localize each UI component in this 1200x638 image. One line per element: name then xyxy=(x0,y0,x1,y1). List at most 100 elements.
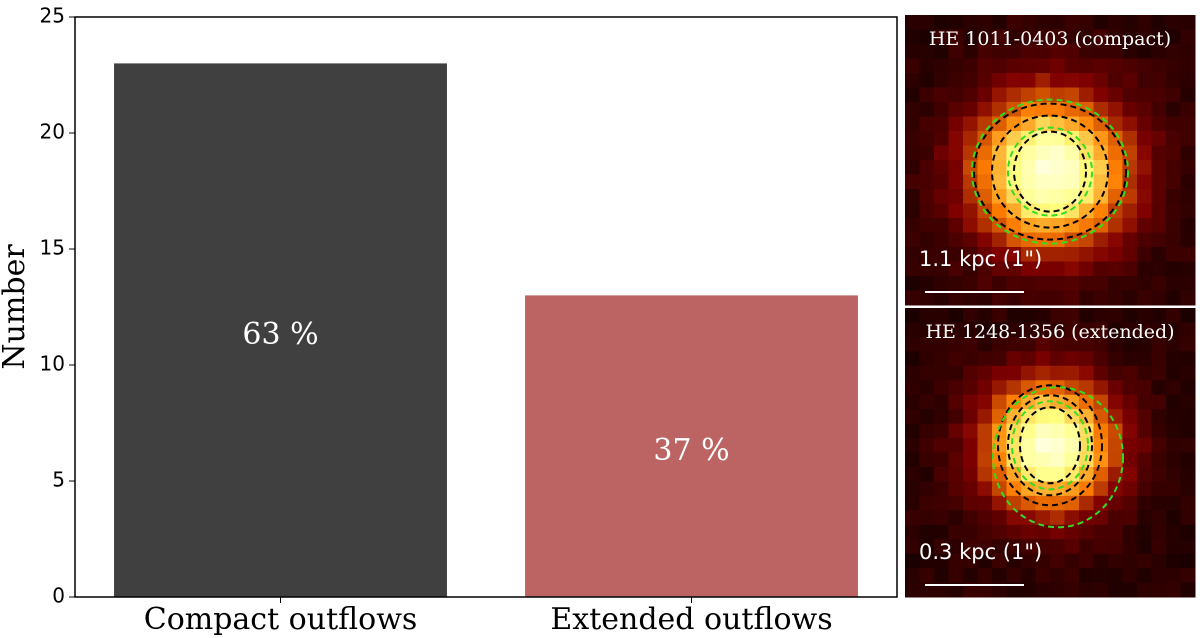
pixel xyxy=(919,290,935,306)
pixel xyxy=(1166,160,1181,175)
contour xyxy=(1007,126,1093,217)
pixel xyxy=(1079,116,1094,132)
pixel xyxy=(1064,73,1080,88)
pixel xyxy=(1079,290,1094,306)
contour xyxy=(1013,130,1087,213)
pixel xyxy=(1166,351,1181,367)
pixel xyxy=(1180,44,1196,59)
pixel xyxy=(1050,218,1065,233)
pixel xyxy=(1166,466,1181,482)
pixel xyxy=(992,87,1007,103)
pixel xyxy=(1151,568,1167,584)
pixel xyxy=(1050,409,1065,425)
pixel xyxy=(977,218,993,233)
pixel xyxy=(1006,116,1022,132)
pixel xyxy=(1093,174,1109,190)
pixel xyxy=(1122,568,1138,584)
pixel xyxy=(1180,203,1196,219)
pixel xyxy=(1035,218,1051,233)
pixel xyxy=(934,466,949,482)
pixel xyxy=(1137,189,1152,204)
pixel xyxy=(1137,394,1152,410)
pixel xyxy=(919,15,935,30)
pixel xyxy=(934,131,949,146)
pixel xyxy=(977,232,993,248)
pixel xyxy=(1079,261,1094,277)
pixel xyxy=(948,145,964,161)
pixel xyxy=(934,232,949,248)
pixel xyxy=(1079,524,1094,540)
pixel xyxy=(963,145,978,161)
pixel xyxy=(1137,365,1152,381)
pixel xyxy=(1035,131,1051,146)
pixel xyxy=(1021,308,1036,323)
pixel xyxy=(948,394,964,410)
pixel xyxy=(1064,452,1080,468)
pixel xyxy=(977,145,993,161)
pixel xyxy=(1035,29,1051,45)
pixel xyxy=(1021,438,1036,453)
pixel xyxy=(1006,29,1022,45)
pixel xyxy=(919,409,935,425)
pixel xyxy=(977,15,993,30)
pixel xyxy=(905,116,920,132)
pixel xyxy=(1151,73,1167,88)
pixel xyxy=(1006,290,1022,306)
pixel xyxy=(919,145,935,161)
pixel xyxy=(948,218,964,233)
pixel xyxy=(1035,466,1051,482)
pixel xyxy=(905,539,920,555)
pixel xyxy=(934,539,949,555)
pixel xyxy=(1122,539,1138,555)
pixel xyxy=(1035,276,1051,291)
pixel xyxy=(1079,58,1094,74)
pixel xyxy=(1151,466,1167,482)
pixel xyxy=(934,203,949,219)
pixel xyxy=(905,174,920,190)
pixel xyxy=(1064,510,1080,526)
pixel xyxy=(1180,466,1196,482)
pixel xyxy=(1151,539,1167,555)
pixel xyxy=(905,553,920,569)
pixel xyxy=(1064,409,1080,425)
pixel xyxy=(977,568,993,584)
pixel xyxy=(934,510,949,526)
pixel xyxy=(1180,380,1196,396)
pixel xyxy=(919,218,935,233)
pixel xyxy=(919,481,935,497)
pixel xyxy=(1006,308,1022,323)
pixel xyxy=(1035,247,1051,262)
pixel xyxy=(1151,394,1167,410)
pixel xyxy=(948,232,964,248)
pixel xyxy=(1137,261,1152,277)
pixel xyxy=(977,44,993,59)
pixel xyxy=(992,351,1007,367)
pixel xyxy=(1166,336,1181,352)
pixel xyxy=(1108,232,1123,248)
pixel xyxy=(977,466,993,482)
pixel xyxy=(1180,553,1196,569)
pixel xyxy=(905,44,920,59)
pixel xyxy=(948,276,964,291)
pixel xyxy=(1035,322,1051,338)
pixel xyxy=(934,308,949,323)
pixel xyxy=(919,189,935,204)
pixel xyxy=(1093,380,1109,396)
pixel xyxy=(1122,308,1138,323)
pixel xyxy=(1122,380,1138,396)
pixel xyxy=(948,351,964,367)
pixel xyxy=(934,73,949,88)
pixel xyxy=(963,261,978,277)
pixel xyxy=(1180,116,1196,132)
pixel xyxy=(1137,495,1152,511)
pixel xyxy=(919,524,935,540)
pixel xyxy=(1108,568,1123,584)
image-panel: HE 1248-1356 (extended) 0.3 kpc (1") xyxy=(905,308,1196,598)
pixel xyxy=(1079,203,1094,219)
pixel xyxy=(1122,336,1138,352)
y-axis-label: Number xyxy=(0,244,32,370)
pixel xyxy=(992,247,1007,262)
pixel xyxy=(1180,58,1196,74)
pixel xyxy=(1166,553,1181,569)
pixel xyxy=(963,438,978,453)
